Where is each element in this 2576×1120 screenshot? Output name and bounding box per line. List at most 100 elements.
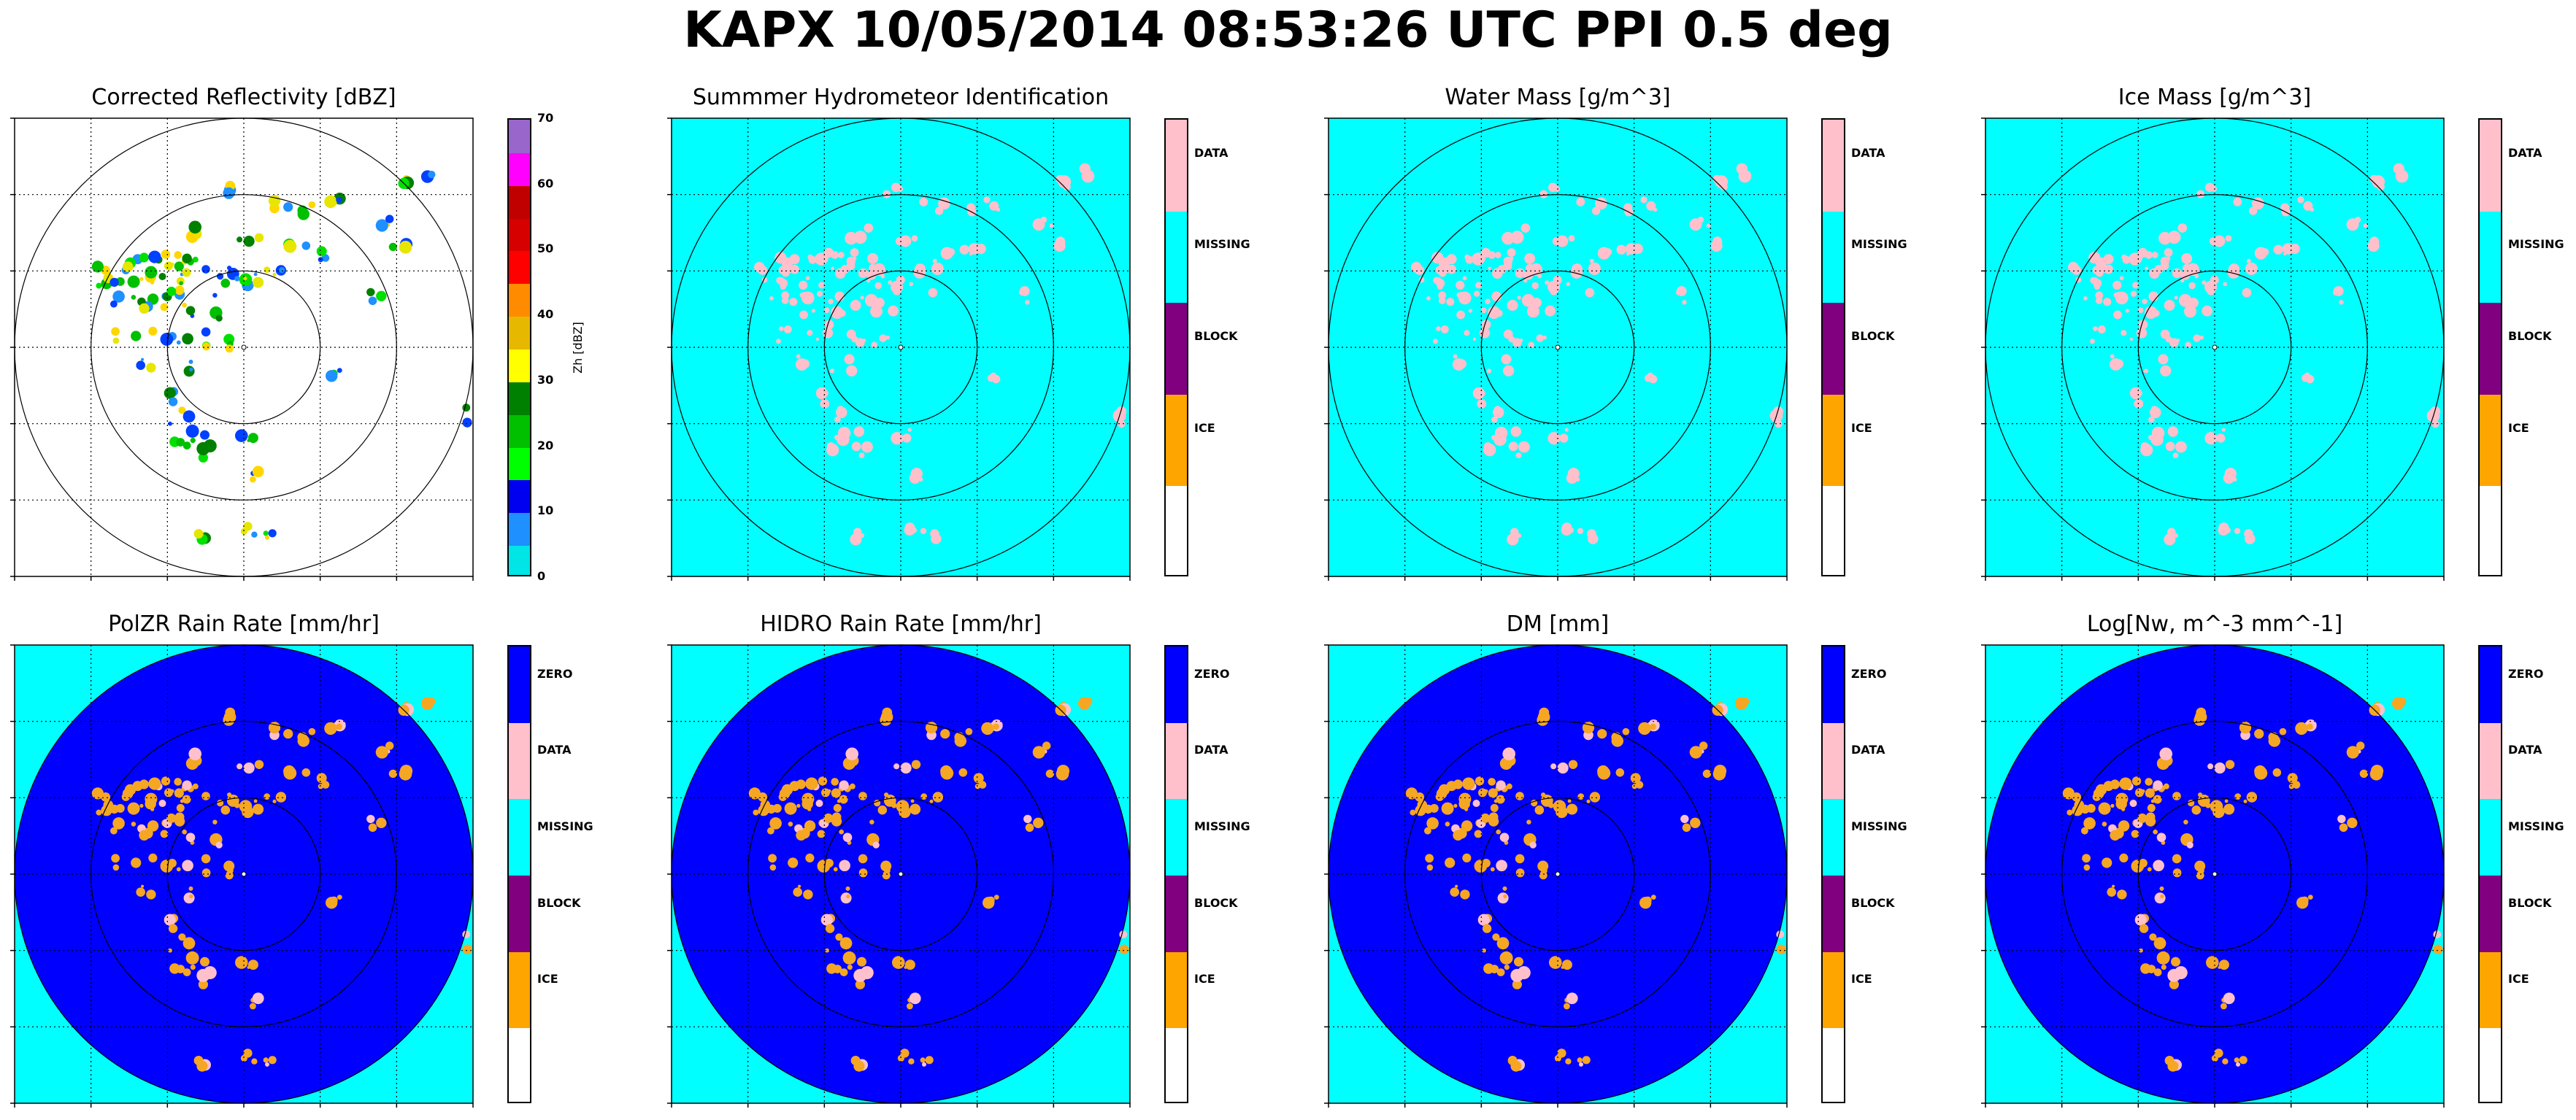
- echo-cell: [834, 416, 841, 423]
- colorbar-segment: [509, 250, 530, 285]
- echo-cell: [1453, 779, 1463, 789]
- echo-cell: [1545, 305, 1556, 317]
- echo-cell: [1049, 223, 1054, 228]
- echo-cell: [1567, 799, 1572, 803]
- colorbar-category-label: BLOCK: [1851, 328, 1895, 343]
- echo-cell: [1496, 795, 1505, 804]
- echo-cell: [1453, 803, 1458, 808]
- echo-cell: [96, 809, 102, 816]
- echo-cell: [2153, 860, 2164, 872]
- echo-cell: [2113, 310, 2122, 320]
- panel-title: DM [mm]: [1506, 611, 1610, 637]
- radar-ppi-map: [1324, 117, 1788, 581]
- echo-cell: [845, 886, 850, 891]
- echo-cell: [1490, 965, 1499, 973]
- echo-cell: [2137, 813, 2148, 823]
- echo-cell: [1410, 809, 1416, 816]
- echo-cell: [2194, 714, 2206, 726]
- echo-cell: [1499, 757, 1512, 770]
- echo-cell: [2185, 341, 2191, 348]
- radar-ppi-map: [1981, 644, 2445, 1108]
- echo-cell: [818, 776, 828, 786]
- colorbar-segment: [2480, 394, 2501, 487]
- echo-cell: [1645, 374, 1653, 382]
- echo-cell: [1552, 237, 1561, 246]
- echo-cell: [2093, 277, 2099, 283]
- colorbar-segment: [2480, 211, 2501, 304]
- echo-cell: [911, 235, 918, 242]
- echo-cell: [164, 914, 176, 926]
- echo-cell: [1682, 823, 1691, 833]
- echo-cell: [920, 793, 928, 800]
- colorbar-segment: [509, 545, 530, 575]
- echo-cell: [272, 272, 277, 277]
- echo-cell: [1506, 783, 1512, 789]
- echo-cell: [839, 780, 849, 790]
- colorbar-segment: [1823, 722, 1844, 800]
- echo-cell: [188, 359, 193, 364]
- colorbar-category-label: ZERO: [537, 666, 573, 681]
- echo-cell: [2149, 933, 2157, 941]
- echo-cell: [2223, 992, 2235, 1005]
- echo-cell: [907, 1003, 913, 1010]
- echo-cell: [2161, 965, 2166, 970]
- echo-cell: [1472, 337, 1477, 341]
- echo-cell: [1481, 307, 1487, 314]
- echo-cell: [321, 781, 330, 789]
- echo-cell: [2131, 776, 2142, 786]
- echo-cell: [1492, 933, 1500, 941]
- echo-cell: [2062, 787, 2075, 800]
- echo-cell: [836, 406, 847, 418]
- echo-cell: [2156, 951, 2170, 965]
- radar-site-marker: [898, 871, 904, 877]
- echo-cell: [2138, 307, 2144, 314]
- echo-cell: [856, 338, 865, 347]
- echo-cell: [2229, 263, 2239, 275]
- echo-cell: [932, 258, 937, 263]
- echo-cell: [1564, 428, 1569, 432]
- echo-cell: [131, 857, 142, 868]
- echo-cell: [272, 799, 277, 803]
- echo-cell: [931, 533, 942, 544]
- echo-cell: [243, 236, 255, 247]
- echo-cell: [2159, 886, 2164, 891]
- echo-cell: [850, 533, 862, 546]
- echo-cell: [2121, 330, 2127, 336]
- echo-cell: [1517, 296, 1521, 300]
- echo-cell: [326, 370, 338, 382]
- echo-cell: [1515, 452, 1522, 458]
- echo-cell: [2083, 296, 2088, 301]
- echo-cell: [2083, 817, 2096, 830]
- echo-cell: [2131, 290, 2137, 297]
- echo-cell: [2098, 802, 2111, 815]
- colorbar-category-label: BLOCK: [1194, 328, 1238, 343]
- echo-cell: [179, 808, 183, 812]
- echo-cell: [182, 860, 193, 872]
- echo-cell: [857, 957, 866, 967]
- echo-cell: [1023, 814, 1032, 824]
- echo-cell: [1557, 1048, 1566, 1058]
- echo-cell: [2221, 1003, 2227, 1010]
- echo-cell: [983, 196, 991, 204]
- echo-cell: [1504, 965, 1510, 970]
- echo-cell: [2156, 757, 2169, 770]
- colorbar: [2478, 645, 2502, 1103]
- echo-cell: [1438, 291, 1447, 300]
- echo-cell: [2254, 766, 2268, 780]
- echo-cell: [462, 417, 472, 428]
- echo-cell: [779, 326, 784, 331]
- echo-cell: [938, 197, 950, 210]
- echo-cell: [847, 965, 853, 970]
- colorbar-segment: [2480, 646, 2501, 724]
- echo-cell: [902, 433, 912, 443]
- echo-cell: [1775, 420, 1783, 428]
- echo-cell: [1025, 300, 1030, 305]
- echo-cell: [796, 830, 807, 841]
- echo-cell: [2367, 240, 2380, 252]
- echo-cell: [1491, 435, 1497, 441]
- echo-cell: [2165, 336, 2172, 343]
- echo-cell: [2433, 930, 2442, 939]
- echo-cell: [2214, 762, 2226, 774]
- echo-cell: [1635, 781, 1644, 789]
- echo-cell: [1507, 533, 1519, 546]
